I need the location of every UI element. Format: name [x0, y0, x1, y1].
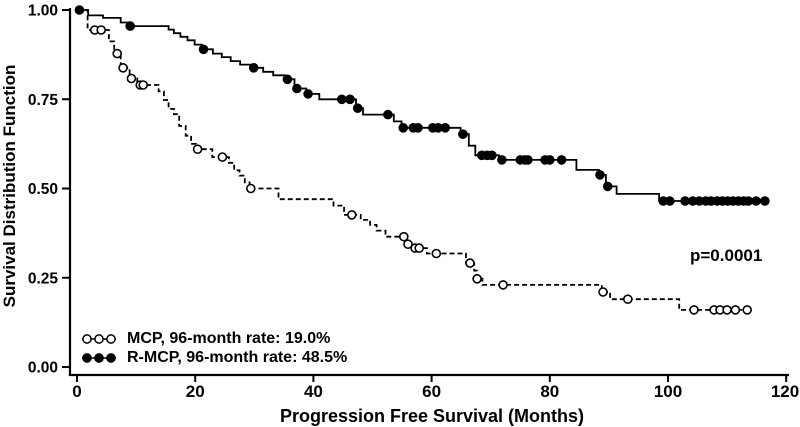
censor-mark-filled-circle — [556, 155, 567, 165]
censor-mark-open-circle — [398, 231, 409, 242]
censor-mark-open-circle — [598, 287, 608, 297]
legend-label-r-mcp: R-MCP, 96-month rate: 48.5% — [127, 349, 348, 366]
censor-mark-open-circle — [622, 294, 633, 305]
censor-mark-filled-circle — [680, 196, 690, 206]
censor-mark-filled-circle — [336, 94, 347, 105]
censor-mark-filled-circle — [487, 150, 497, 161]
censor-mark-open-circle — [126, 73, 137, 84]
censor-mark-filled-circle — [440, 123, 451, 133]
censor-mark-filled-circle — [602, 181, 613, 192]
censor-mark-filled-circle — [303, 89, 313, 99]
x-tick-label: 100 — [654, 382, 682, 401]
censor-mark-open-circle — [96, 25, 106, 35]
y-tick-label: 0.25 — [28, 270, 59, 287]
censor-mark-filled-circle — [523, 155, 533, 165]
censor-mark-filled-circle — [352, 103, 363, 113]
censor-mark-filled-circle — [282, 74, 293, 85]
x-tick-label: 120 — [771, 382, 799, 401]
censor-mark-open-circle — [217, 152, 228, 162]
legend: MCP, 96-month rate: 19.0% R-MCP, 96-mont… — [80, 329, 347, 367]
censor-mark-filled-circle — [383, 109, 393, 120]
censor-mark-open-circle — [414, 243, 425, 253]
x-tick-label: 40 — [304, 382, 323, 401]
x-tick-label: 0 — [72, 382, 81, 401]
censor-mark-filled-circle — [497, 155, 507, 165]
x-axis-title: Progression Free Survival (Months) — [279, 406, 585, 426]
censor-mark-filled-circle — [292, 83, 302, 94]
x-tick-label: 20 — [186, 382, 205, 401]
censor-mark-open-circle — [346, 210, 357, 220]
censor-mark-filled-circle — [74, 5, 85, 15]
survival-curve-mcp — [77, 9, 751, 311]
censor-mark-filled-circle — [743, 196, 754, 206]
censor-mark-open-circle — [118, 63, 128, 73]
censor-mark-filled-circle — [760, 196, 770, 206]
censor-mark-open-circle — [472, 273, 482, 284]
censor-mark-filled-circle — [413, 123, 423, 133]
censor-mark-open-circle — [246, 183, 256, 194]
y-tick-label: 0.50 — [28, 181, 58, 198]
y-tick-label: 0.75 — [28, 92, 59, 109]
censor-mark-open-circle — [431, 248, 442, 259]
censor-mark-filled-circle — [458, 129, 468, 139]
open-circle-marker — [82, 333, 116, 344]
censor-mark-filled-circle — [398, 123, 409, 133]
censor-mark-open-circle — [689, 305, 699, 315]
y-tick-label: 0.00 — [28, 360, 58, 377]
legend-item-r-mcp: R-MCP, 96-month rate: 48.5% — [80, 348, 347, 367]
x-tick-label: 60 — [422, 382, 441, 401]
censor-mark-open-circle — [498, 280, 508, 290]
x-tick-label: 80 — [540, 382, 559, 401]
censor-mark-open-circle — [112, 48, 122, 59]
filled-circle-marker — [82, 352, 116, 363]
censor-mark-open-circle — [192, 144, 203, 154]
censor-mark-open-circle — [138, 80, 148, 90]
censor-mark-open-circle — [403, 239, 413, 249]
censor-mark-open-circle — [465, 258, 475, 268]
censor-mark-filled-circle — [345, 94, 355, 105]
p-value-annotation: p=0.0001 — [690, 246, 763, 265]
legend-label-mcp: MCP, 96-month rate: 19.0% — [127, 330, 331, 347]
survival-curve-r-mcp — [77, 9, 769, 202]
censor-mark-filled-circle — [544, 155, 555, 165]
censor-mark-open-circle — [722, 305, 732, 315]
censor-mark-filled-circle — [198, 44, 209, 55]
censor-mark-filled-circle — [125, 21, 135, 31]
censor-mark-filled-circle — [248, 63, 259, 73]
censor-mark-open-circle — [742, 305, 753, 315]
censor-mark-open-circle — [730, 305, 741, 315]
censor-mark-filled-circle — [664, 196, 675, 206]
y-tick-label: 1.00 — [28, 3, 58, 20]
censor-mark-filled-circle — [595, 170, 605, 180]
legend-item-mcp: MCP, 96-month rate: 19.0% — [80, 329, 347, 348]
censor-mark-filled-circle — [751, 196, 761, 206]
